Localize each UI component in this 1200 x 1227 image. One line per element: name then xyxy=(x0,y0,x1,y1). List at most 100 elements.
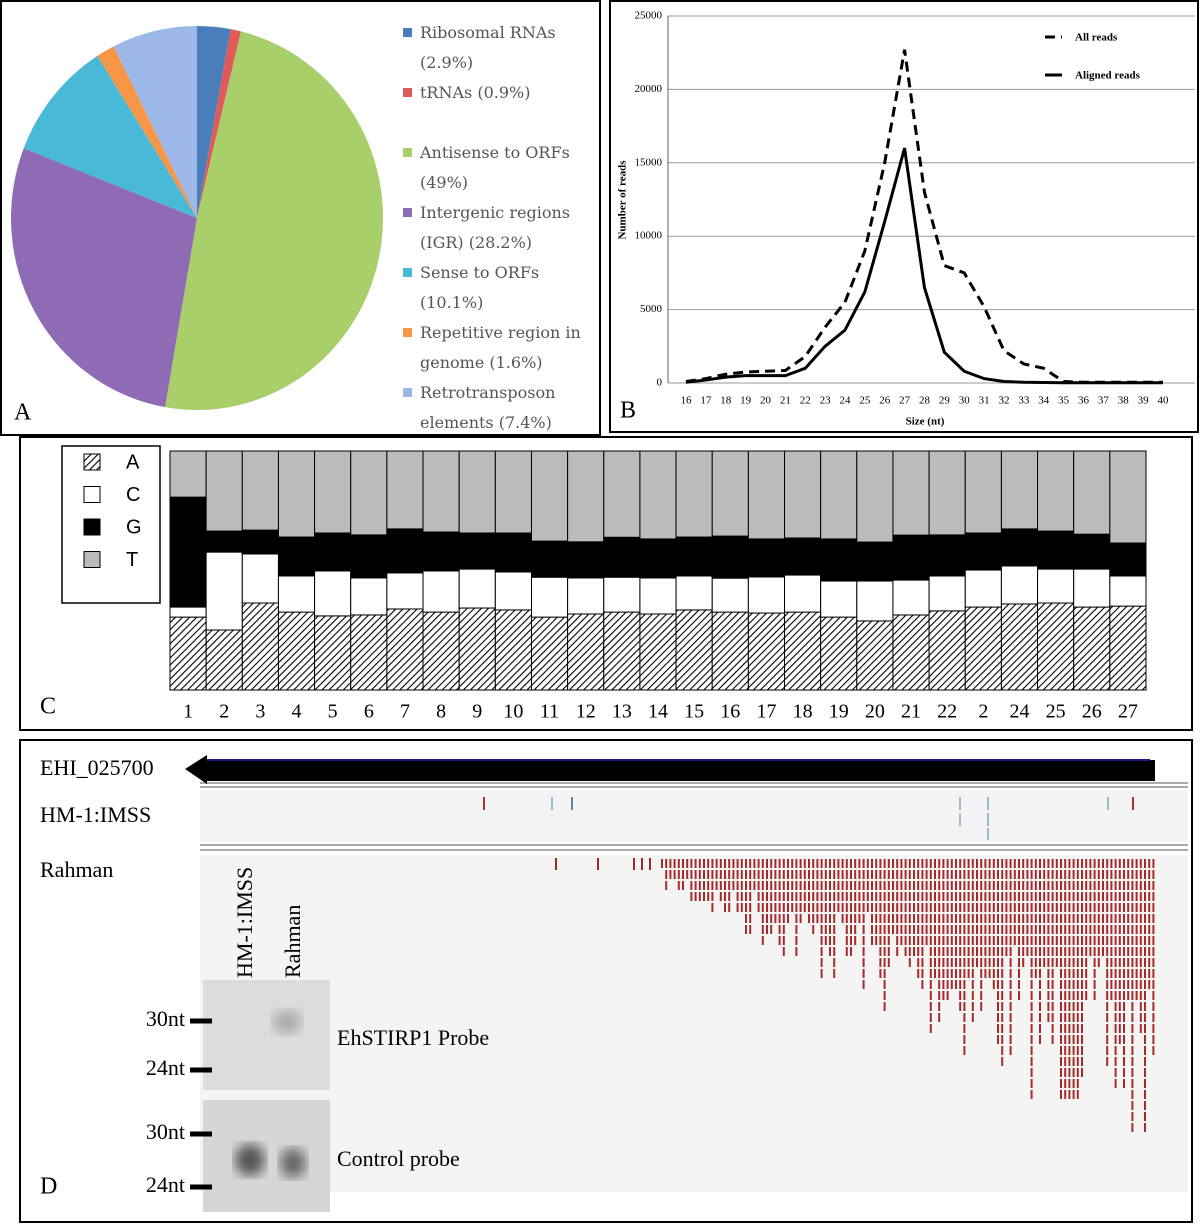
marker-label: 30nt xyxy=(146,1119,185,1144)
panel-label: B xyxy=(620,398,636,424)
bar-segment xyxy=(314,450,352,534)
x-tick-label: 9 xyxy=(472,701,482,723)
bar-segment xyxy=(567,450,605,543)
bar-segment xyxy=(1073,568,1111,608)
x-tick-label: 6 xyxy=(364,701,374,723)
bar-segment xyxy=(530,616,569,691)
bar-segment xyxy=(711,535,749,579)
x-tick-label: 11 xyxy=(540,701,559,723)
bar-segment xyxy=(1037,602,1075,691)
legend-label: G xyxy=(126,516,142,538)
legend-label: T xyxy=(126,549,138,571)
x-tick-label: 17 xyxy=(756,701,776,723)
legend-swatch xyxy=(83,518,101,536)
x-tick-label: 27 xyxy=(1118,701,1138,723)
probe-label: EhSTIRP1 Probe xyxy=(337,1025,489,1050)
legend-swatch xyxy=(403,148,412,157)
x-tick-label: 31 xyxy=(979,395,990,407)
bar-segment xyxy=(964,450,1002,534)
blot-band xyxy=(273,1010,301,1034)
bar-segment xyxy=(205,551,243,631)
bar-segment xyxy=(892,579,930,616)
x-tick-label: 3 xyxy=(255,701,265,723)
x-tick-label: 32 xyxy=(998,395,1009,407)
y-tick-label: 20000 xyxy=(635,83,663,95)
variant-track xyxy=(483,797,1134,840)
bar-segment xyxy=(494,450,532,534)
bar-segment xyxy=(494,609,532,691)
lane-label: Rahman xyxy=(280,905,305,978)
bar-segment xyxy=(314,570,352,617)
x-tick-label: 27 xyxy=(899,395,911,407)
bar-segment xyxy=(639,577,677,615)
x-tick-label: 25 xyxy=(1046,701,1066,723)
bar-segment xyxy=(603,576,641,613)
pie-slice xyxy=(97,46,197,219)
bar-segment xyxy=(277,611,316,691)
bar-segment xyxy=(350,534,388,579)
x-axis-title: Size (nt) xyxy=(906,416,945,428)
panel-border xyxy=(609,0,1199,433)
marker-label: 24nt xyxy=(146,1055,185,1080)
bar-segment xyxy=(928,534,966,577)
bar-segment xyxy=(277,450,316,538)
x-tick-label: 18 xyxy=(720,395,732,407)
bar-segment xyxy=(784,537,822,576)
x-tick-label: 36 xyxy=(1078,395,1090,407)
legend-label: C xyxy=(126,484,140,506)
bar-segment xyxy=(277,536,316,577)
bar-segment xyxy=(169,606,207,618)
y-tick-label: 25000 xyxy=(635,10,663,22)
bar-segment xyxy=(603,450,641,538)
bar-segment xyxy=(169,616,207,691)
bar-segment xyxy=(205,629,243,691)
gene-label: EHI_025700 xyxy=(40,755,154,780)
bar-segment xyxy=(386,608,424,691)
bar-segment xyxy=(675,536,713,577)
legend-label: All reads xyxy=(1075,32,1118,44)
bar-segment xyxy=(530,576,569,618)
bar-segment xyxy=(675,609,713,691)
panel-border xyxy=(0,0,601,436)
bar-segment xyxy=(928,450,966,536)
panel-border xyxy=(19,739,1193,1223)
x-tick-label: 16 xyxy=(680,395,692,407)
legend-label: Retrotransposon elements (7.4%) xyxy=(420,383,556,432)
bar-segment xyxy=(856,580,894,622)
read-track xyxy=(555,858,1155,1132)
bar-segment xyxy=(494,532,532,573)
bar-segment xyxy=(241,450,279,531)
bar-segment xyxy=(1037,450,1075,532)
x-tick-label: 24 xyxy=(839,395,851,407)
x-tick-label: 12 xyxy=(576,701,596,723)
bar-segment xyxy=(603,536,641,578)
bar-segment xyxy=(567,541,605,579)
bar-segment xyxy=(314,532,352,572)
legend-label: Aligned reads xyxy=(1075,70,1141,82)
x-tick-label: 24 xyxy=(1009,701,1029,723)
probe-label: Control probe xyxy=(337,1146,460,1171)
x-tick-label: 7 xyxy=(400,701,410,723)
legend-swatch xyxy=(403,328,412,337)
bar-segment xyxy=(458,607,496,691)
x-tick-label: 14 xyxy=(648,701,668,723)
bar-segment xyxy=(711,577,749,613)
blot-band xyxy=(280,1148,306,1178)
legend-swatch xyxy=(403,388,412,397)
bar-segment xyxy=(458,532,496,570)
legend-swatch xyxy=(83,453,101,471)
x-tick-label: 26 xyxy=(879,395,891,407)
x-tick-label: 1 xyxy=(183,701,193,723)
bar-segment xyxy=(314,615,352,691)
bar-segment xyxy=(458,450,496,534)
size-markers xyxy=(190,1018,212,1190)
x-tick-label: 13 xyxy=(612,701,632,723)
line-series xyxy=(685,49,1163,384)
marker-label: 30nt xyxy=(146,1006,185,1031)
bar-segment xyxy=(567,613,605,691)
bar-segment xyxy=(784,450,822,539)
legend-swatch xyxy=(403,28,412,37)
bar-segment xyxy=(639,450,677,540)
blot-image xyxy=(203,980,330,1090)
